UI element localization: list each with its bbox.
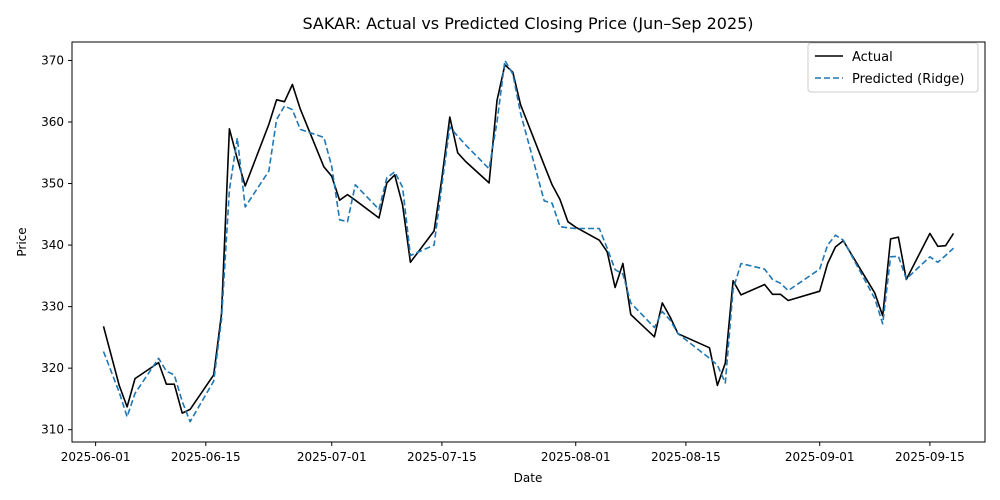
series-line-predicted xyxy=(102,59,955,423)
legend-label-predicted: Predicted (Ridge) xyxy=(852,72,964,87)
y-tick-label: 320 xyxy=(41,361,64,375)
plot-frame xyxy=(71,41,986,443)
x-tick-label: 2025-08-15 xyxy=(651,450,721,464)
x-axis-title: Date xyxy=(514,471,543,485)
legend-label-actual: Actual xyxy=(852,50,893,65)
x-tick-label: 2025-07-01 xyxy=(297,450,367,464)
y-axis-title: Price xyxy=(15,227,29,256)
y-tick-label: 360 xyxy=(41,115,64,129)
x-tick-label: 2025-09-15 xyxy=(895,450,965,464)
x-tick-label: 2025-06-15 xyxy=(171,450,241,464)
x-tick-label: 2025-08-01 xyxy=(541,450,611,464)
y-axis-ticks: 310 320 330 340 350 360 370 xyxy=(41,53,72,437)
x-tick-label: 2025-06-01 xyxy=(61,450,131,464)
series-layer xyxy=(102,59,955,423)
y-tick-label: 330 xyxy=(41,300,64,314)
legend-box xyxy=(807,42,979,93)
y-tick-label: 340 xyxy=(41,238,64,252)
x-axis-ticks: 2025-06-01 2025-06-15 2025-07-01 2025-07-15… xyxy=(61,442,965,464)
chart-title: SAKAR: Actual vs Predicted Closing Price… xyxy=(302,14,753,33)
y-tick-label: 370 xyxy=(41,53,64,67)
y-tick-label: 350 xyxy=(41,177,64,191)
x-tick-label: 2025-07-15 xyxy=(407,450,477,464)
legend: Actual Predicted (Ridge) xyxy=(807,42,979,93)
x-tick-label: 2025-09-01 xyxy=(785,450,855,464)
y-tick-label: 310 xyxy=(41,423,64,437)
